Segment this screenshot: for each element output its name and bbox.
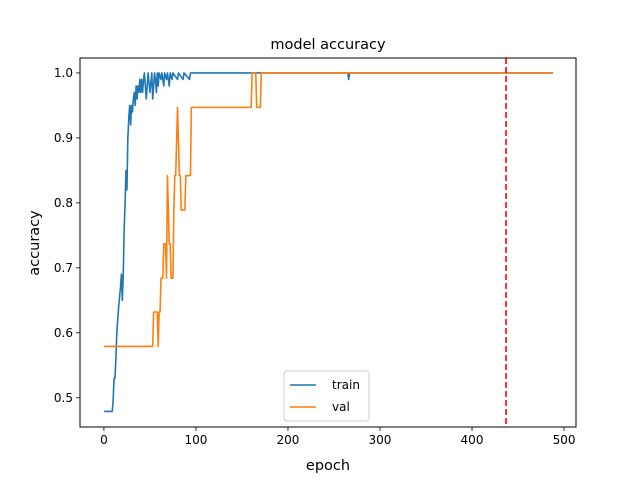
y-tick-label: 0.8 (54, 196, 73, 210)
y-tick-label: 0.6 (54, 326, 73, 340)
y-axis-label: accuracy (27, 210, 43, 276)
x-tick-label: 400 (461, 433, 484, 447)
series-line-train (103, 72, 553, 413)
x-tick-label: 500 (553, 433, 576, 447)
series-layer (103, 72, 553, 413)
legend-label-val: val (332, 400, 350, 414)
legend-box (283, 370, 370, 422)
legend-label-train: train (332, 378, 360, 392)
x-tick-label: 200 (277, 433, 300, 447)
x-tick-label: 0 (100, 433, 108, 447)
y-axis-ticks: 0.5 0.6 0.7 0.8 0.9 1.0 (54, 66, 80, 405)
series-line-val (103, 72, 553, 348)
plot-frame (79, 57, 577, 428)
y-tick-label: 0.7 (54, 261, 73, 275)
legend: train val (283, 370, 370, 422)
x-axis-ticks: 0 100 200 300 400 500 (100, 427, 575, 447)
chart-title: model accuracy (270, 37, 386, 53)
x-tick-label: 100 (184, 433, 207, 447)
y-tick-label: 0.9 (54, 131, 73, 145)
x-tick-label: 300 (369, 433, 392, 447)
x-axis-label: epoch (306, 458, 350, 474)
y-tick-label: 1.0 (54, 66, 73, 80)
y-tick-label: 0.5 (54, 391, 73, 405)
